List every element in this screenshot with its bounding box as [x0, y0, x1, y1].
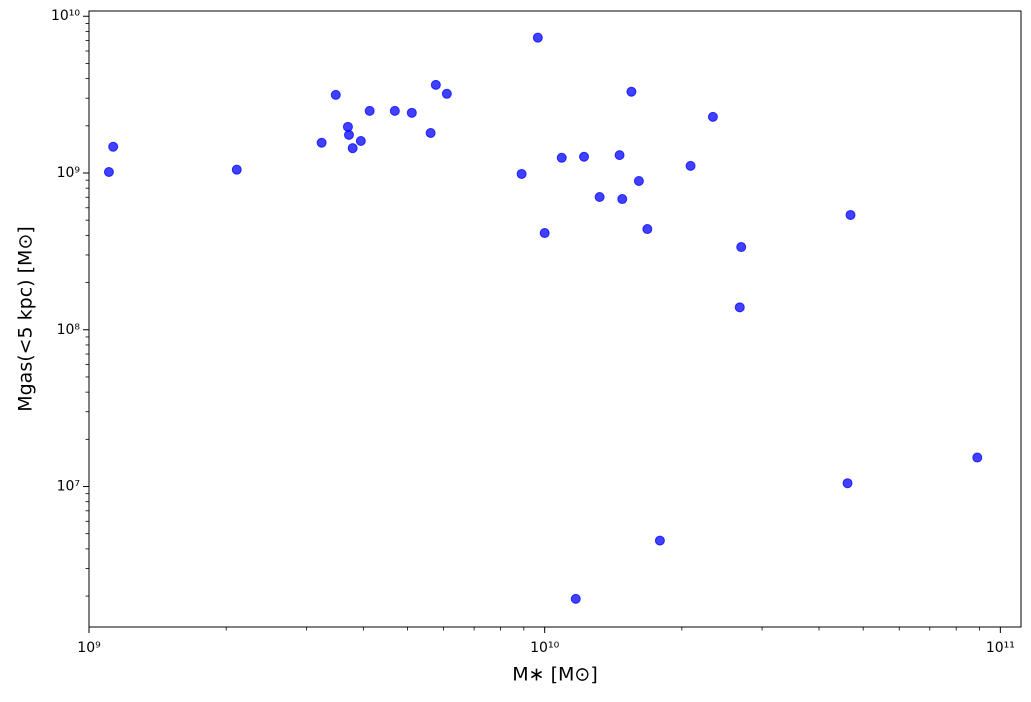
y-tick-label: 10⁹ — [57, 165, 81, 181]
point — [707, 111, 718, 122]
x-tick-label: 10¹¹ — [986, 640, 1015, 656]
point — [425, 127, 436, 138]
point — [532, 32, 543, 43]
point — [389, 105, 400, 116]
plot-frame — [88, 10, 1022, 628]
point — [736, 242, 747, 253]
y-tick-label: 10⁷ — [57, 479, 80, 495]
point — [364, 105, 375, 116]
point — [642, 224, 653, 235]
point — [842, 478, 853, 489]
point — [617, 194, 628, 205]
point — [633, 176, 644, 187]
point — [342, 121, 353, 132]
point — [594, 191, 605, 202]
point — [570, 593, 581, 604]
point — [231, 164, 242, 175]
point — [614, 150, 625, 161]
point — [330, 89, 341, 100]
point — [103, 166, 114, 177]
point — [556, 152, 567, 163]
y-tick-label: 10¹⁰ — [51, 8, 80, 24]
y-tick-label: 10⁸ — [57, 322, 81, 338]
y-axis-label: Mgas(<5 kpc) [M⊙] — [15, 226, 37, 412]
point — [685, 160, 696, 171]
point — [355, 136, 366, 147]
point — [734, 302, 745, 313]
point — [539, 228, 550, 239]
point — [347, 143, 358, 154]
x-tick-label: 10¹⁰ — [530, 640, 559, 656]
point — [108, 141, 119, 152]
point — [430, 79, 441, 90]
point — [626, 86, 637, 97]
point — [654, 535, 665, 546]
point — [579, 151, 590, 162]
point — [845, 209, 856, 220]
x-axis-label: M∗ [M⊙] — [512, 664, 598, 686]
point — [441, 88, 452, 99]
point — [406, 107, 417, 118]
point — [972, 452, 983, 463]
point — [516, 168, 527, 179]
x-tick-label: 10⁹ — [77, 640, 101, 656]
point — [316, 137, 327, 148]
point — [343, 129, 354, 140]
